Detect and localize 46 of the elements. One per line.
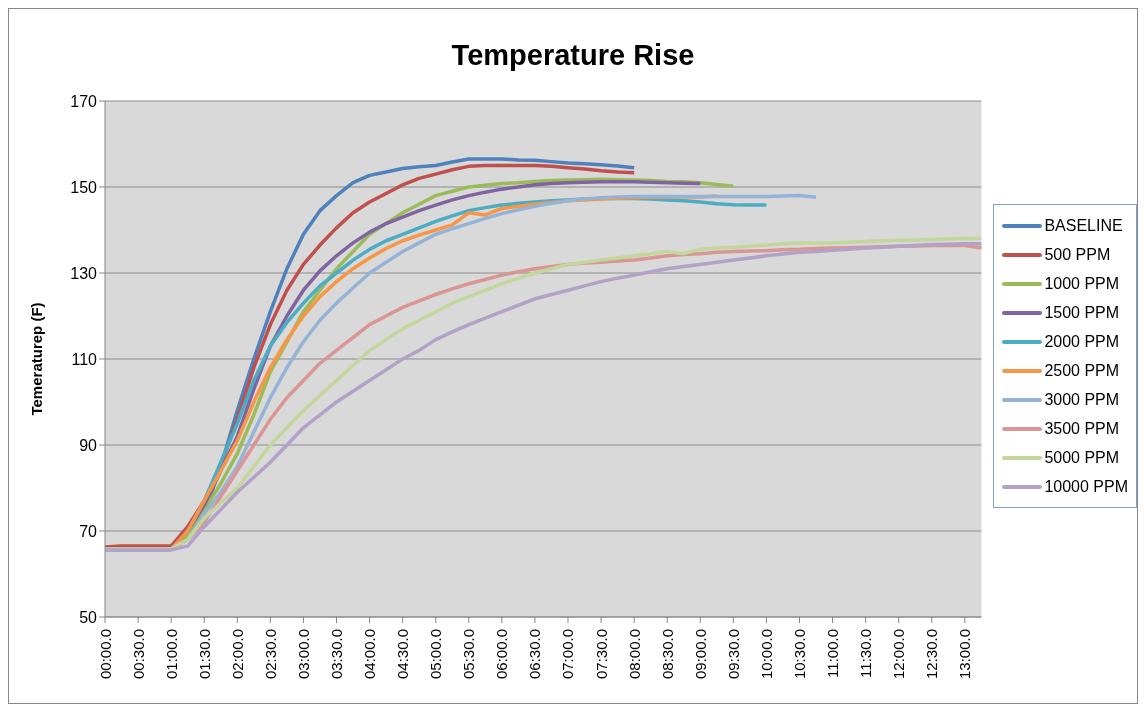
legend-label: 2000 PPM (1044, 332, 1120, 351)
legend-label: 10000 PPM (1044, 477, 1128, 496)
y-tick-label: 90 (79, 436, 98, 454)
legend-label: 3500 PPM (1044, 419, 1120, 438)
x-tick-label: 03:30.0 (328, 629, 345, 680)
legend-label: 3000 PPM (1044, 390, 1120, 409)
y-tick-label: 130 (70, 264, 98, 282)
chart-title: Temperature Rise (450, 39, 696, 72)
x-tick-label: 01:30.0 (195, 629, 213, 680)
x-tick-label: 06:30.0 (526, 629, 544, 680)
x-tick-label: 07:00.0 (559, 629, 577, 680)
legend-label: 5000 PPM (1044, 448, 1120, 467)
x-tick-label: 07:30.0 (592, 629, 610, 680)
x-tick-label: 12:30.0 (923, 629, 941, 680)
x-tick-label: 13:00.0 (956, 629, 974, 680)
x-tick-label: 11:30.0 (857, 629, 875, 678)
y-tick-label: 70 (79, 522, 98, 540)
x-tick-label: 10:30.0 (791, 629, 808, 680)
y-tick-label: 110 (71, 350, 98, 368)
y-tick-label: 50 (79, 608, 98, 626)
x-tick-label: 05:00.0 (427, 629, 445, 680)
x-tick-label: 10:00.0 (757, 629, 775, 680)
x-tick-label: 04:30.0 (394, 629, 412, 680)
x-tick-label: 11:00.0 (824, 629, 842, 678)
x-tick-label: 02:00.0 (228, 629, 246, 680)
x-tick-label: 03:00.0 (294, 629, 312, 680)
x-tick-label: 00:00.0 (96, 629, 114, 680)
y-tick-label: 150 (70, 178, 98, 196)
x-tick-label: 06:00.0 (493, 629, 511, 680)
x-tick-label: 08:00.0 (625, 629, 643, 680)
legend-label: 1500 PPM (1044, 303, 1120, 322)
x-tick-label: 08:30.0 (658, 629, 676, 680)
x-tick-label: 04:00.0 (361, 629, 379, 680)
legend-label: 2500 PPM (1044, 361, 1120, 380)
x-tick-label: 12:00.0 (890, 629, 908, 680)
y-axis-title: Temeraturep (F) (28, 302, 46, 416)
x-tick-label: 09:30.0 (724, 629, 742, 680)
legend-label: 1000 PPM (1044, 274, 1120, 293)
x-tick-label: 05:30.0 (460, 629, 478, 680)
x-tick-label: 02:30.0 (261, 629, 279, 680)
x-tick-label: 00:30.0 (129, 629, 147, 680)
x-tick-label: 09:00.0 (691, 629, 709, 680)
y-tick-label: 170 (70, 92, 98, 110)
legend-label: BASELINE (1044, 216, 1123, 235)
x-tick-label: 01:00.0 (162, 629, 180, 680)
legend-label: 500 PPM (1044, 245, 1111, 264)
